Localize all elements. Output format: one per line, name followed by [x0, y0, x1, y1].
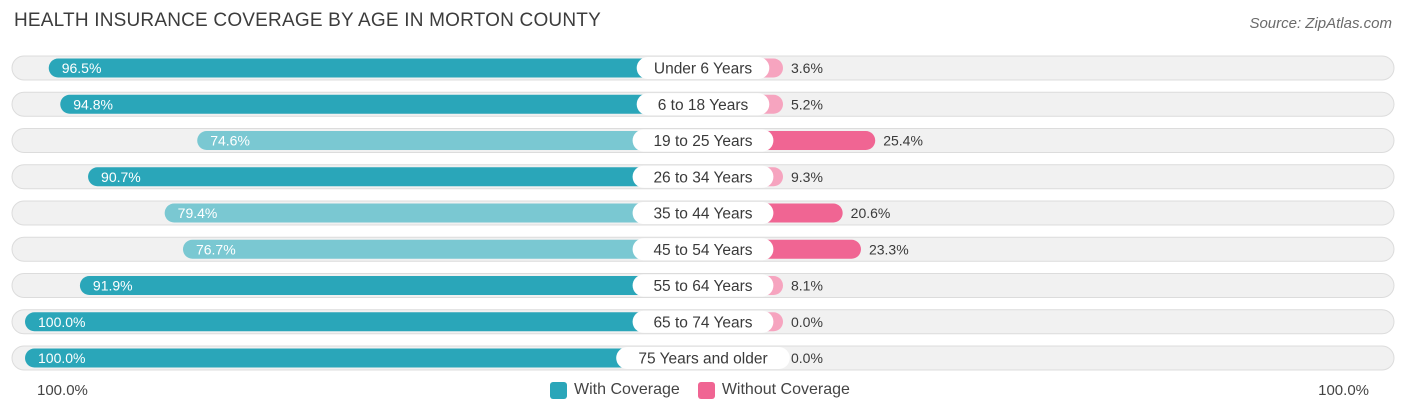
value-label-with-coverage: 100.0%: [38, 314, 85, 330]
category-pill: [636, 57, 770, 79]
value-label-without-coverage: 0.0%: [791, 314, 823, 330]
row-6-to-18-years: 94.8% 5.2% 6 to 18 Years: [11, 91, 1395, 117]
category-label: 19 to 25 Years: [653, 133, 752, 150]
category-label: Under 6 Years: [654, 61, 752, 78]
category-pill: [632, 202, 774, 224]
category-label: 55 to 64 Years: [653, 278, 752, 295]
category-pill: [632, 310, 774, 333]
row-75-years-and-older: 100.0% 0.0% 75 Years and older: [11, 345, 1395, 371]
value-label-with-coverage: 74.6%: [210, 133, 250, 149]
bar-with-coverage[interactable]: [182, 239, 703, 259]
bar-with-coverage[interactable]: [60, 94, 704, 114]
value-label-with-coverage: 94.8%: [73, 96, 113, 112]
bar-with-coverage[interactable]: [25, 348, 703, 368]
category-pill: [632, 129, 774, 152]
legend-swatch-without-coverage: [697, 381, 715, 399]
category-label: 75 Years and older: [638, 351, 767, 368]
category-pill: [632, 238, 774, 261]
value-label-without-coverage: 3.6%: [791, 60, 823, 76]
legend-item-without-coverage[interactable]: Without Coverage: [697, 381, 850, 399]
category-pill: [636, 93, 770, 116]
legend-label-with-coverage: With Coverage: [574, 381, 680, 398]
value-label-without-coverage: 23.3%: [869, 241, 909, 257]
row-45-to-54-years: 76.7% 23.3% 45 to 54 Years: [11, 236, 1395, 262]
value-label-without-coverage: 9.3%: [791, 169, 823, 185]
axis-label-right: 100.0%: [1318, 382, 1369, 399]
bar-with-coverage[interactable]: [79, 276, 704, 295]
legend-label-without-coverage: Without Coverage: [721, 381, 850, 398]
value-label-with-coverage: 79.4%: [178, 205, 218, 221]
row-under-6-years: 96.5% 3.6% Under 6 Years: [11, 55, 1395, 81]
value-label-with-coverage: 96.5%: [62, 60, 102, 76]
category-label: 65 to 74 Years: [653, 314, 752, 331]
legend: With Coverage Without Coverage: [550, 380, 850, 400]
category-label: 35 to 44 Years: [653, 206, 752, 223]
value-label-with-coverage: 91.9%: [93, 278, 133, 294]
value-label-without-coverage: 25.4%: [883, 133, 923, 149]
bar-with-coverage[interactable]: [164, 203, 704, 223]
legend-swatch-with-coverage: [550, 381, 567, 399]
category-pill: [616, 347, 790, 369]
axis-label-left: 100.0%: [37, 382, 88, 399]
value-label-without-coverage: 20.6%: [851, 205, 891, 221]
row-55-to-64-years: 91.9% 8.1% 55 to 64 Years: [11, 273, 1395, 298]
category-label: 6 to 18 Years: [658, 97, 749, 114]
row-26-to-34-years: 90.7% 9.3% 26 to 34 Years: [11, 164, 1395, 190]
bar-with-coverage[interactable]: [48, 58, 704, 78]
value-label-with-coverage: 100.0%: [38, 350, 85, 366]
chart-title: HEALTH INSURANCE COVERAGE BY AGE IN MORT…: [14, 10, 601, 31]
value-label-without-coverage: 0.0%: [791, 350, 823, 366]
value-label-without-coverage: 5.2%: [791, 96, 823, 112]
source-label: Source: ZipAtlas.com: [1249, 15, 1392, 32]
bar-with-coverage[interactable]: [88, 167, 703, 187]
bar-with-coverage[interactable]: [25, 312, 703, 332]
category-pill: [632, 274, 774, 297]
row-35-to-44-years: 79.4% 20.6% 35 to 44 Years: [11, 200, 1395, 226]
value-label-with-coverage: 90.7%: [101, 169, 141, 185]
bar-with-coverage[interactable]: [197, 131, 703, 150]
row-19-to-25-years: 74.6% 25.4% 19 to 25 Years: [11, 128, 1395, 153]
category-label: 26 to 34 Years: [653, 169, 752, 186]
category-pill: [632, 165, 774, 188]
value-label-without-coverage: 8.1%: [791, 278, 823, 294]
value-label-with-coverage: 76.7%: [196, 241, 236, 257]
row-65-to-74-years: 100.0% 0.0% 65 to 74 Years: [11, 309, 1395, 335]
category-label: 45 to 54 Years: [653, 242, 752, 259]
legend-item-with-coverage[interactable]: With Coverage: [550, 381, 680, 399]
